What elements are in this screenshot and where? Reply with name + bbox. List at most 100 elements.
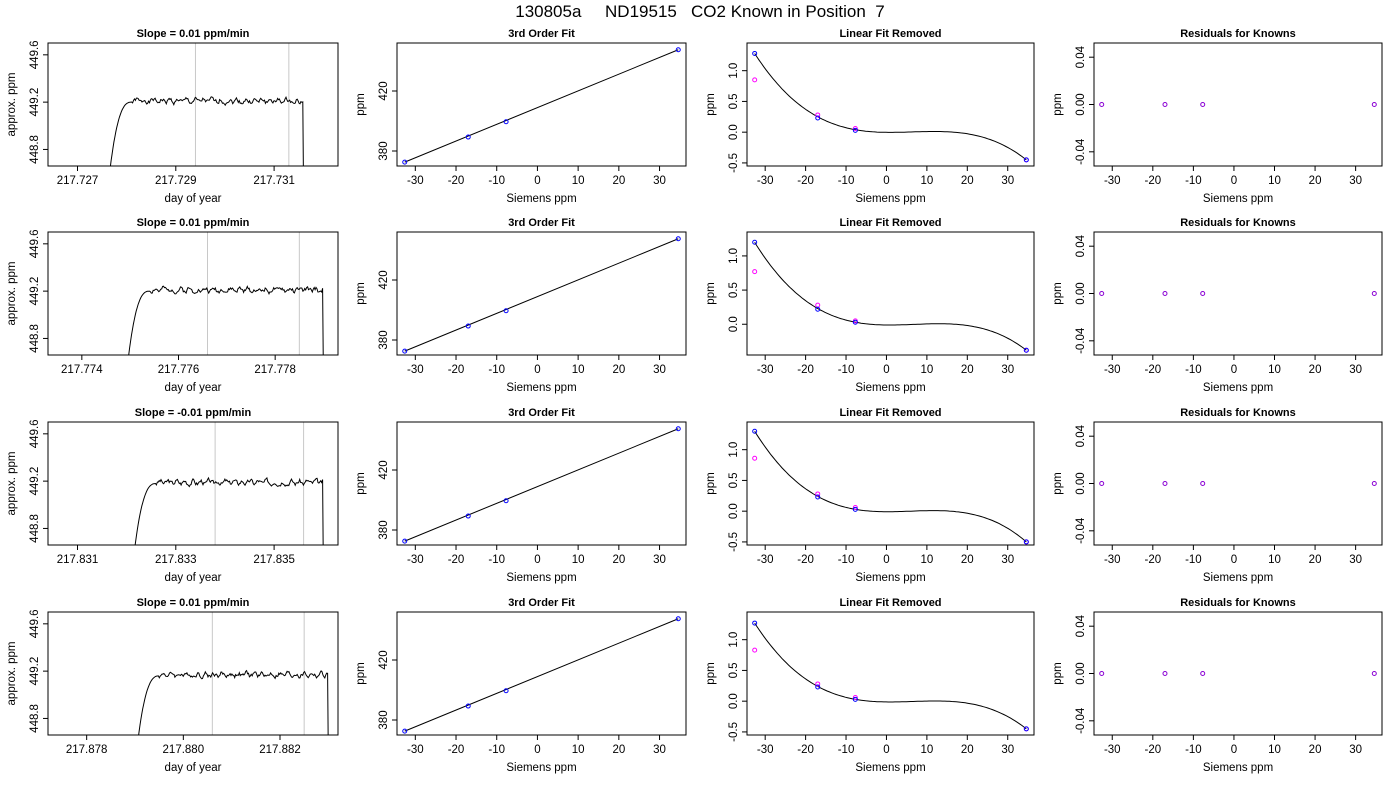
x-tick-label: -20 [1145, 744, 1162, 756]
data-point [815, 494, 821, 500]
residual-point [1200, 481, 1206, 486]
x-tick-label: 0 [534, 554, 540, 566]
x-tick-label: 0 [883, 364, 889, 376]
x-tick-label: 10 [572, 364, 585, 376]
x-tick-label: -30 [757, 175, 774, 187]
data-point [752, 50, 758, 56]
plot-area [752, 620, 1029, 732]
y-tick-label: 448.8 [29, 704, 41, 733]
x-tick-label: 0 [1231, 554, 1237, 566]
x-tick-label: 0 [534, 364, 540, 376]
chart-panel-r4-c3: Linear Fit Removed Siemens ppm ppm -30 -20 -1… [705, 597, 1035, 774]
x-tick-label: 10 [920, 175, 933, 187]
fit-point [852, 125, 858, 131]
y-tick-label: 0.00 [1075, 93, 1087, 115]
data-point [675, 616, 681, 622]
y-tick-label: 449.2 [29, 88, 41, 117]
residual-point [1371, 291, 1377, 296]
x-tick-label: 20 [961, 364, 974, 376]
plot-frame [47, 421, 339, 546]
residual-point [1371, 102, 1377, 107]
x-tick-label: -10 [838, 175, 855, 187]
x-axis-label: day of year [165, 193, 222, 205]
x-tick-label: 20 [961, 744, 974, 756]
data-point [1023, 347, 1029, 353]
y-tick-label: 380 [378, 710, 390, 729]
data-point [815, 115, 821, 121]
residual-point [1162, 291, 1168, 296]
data-point [465, 323, 471, 329]
residual-point [1162, 481, 1168, 486]
x-tick-label: -30 [1104, 364, 1121, 376]
x-tick-label: -10 [488, 364, 505, 376]
x-tick-label: 30 [1349, 364, 1362, 376]
plot-area [1099, 481, 1377, 486]
data-point [503, 119, 509, 125]
x-tick-label: 20 [612, 175, 625, 187]
plot-frame [47, 231, 339, 356]
y-tick-label: 0.5 [728, 282, 740, 298]
cubic-fit-curve [754, 242, 1027, 351]
data-point [675, 236, 681, 242]
x-tick-label: -20 [797, 554, 814, 566]
y-tick-label: -0.5 [728, 532, 740, 552]
x-tick-label: 217.835 [253, 554, 295, 566]
residual-point [1099, 102, 1105, 107]
y-tick-label: 1.0 [728, 442, 740, 458]
x-tick-label: 217.778 [254, 364, 296, 376]
chart-panel-r4-c4: Residuals for Knowns Siemens ppm ppm -30 -20… [1052, 597, 1383, 774]
chart-title: 3rd Order Fit [508, 28, 575, 40]
x-tick-label: 217.727 [57, 175, 99, 187]
x-tick-label: -10 [838, 364, 855, 376]
x-tick-label: 20 [612, 744, 625, 756]
y-tick-label: 420 [378, 81, 390, 100]
x-tick-label: 10 [572, 744, 585, 756]
chart-panel-r2-c1: Slope = 0.01 ppm/min day of year approx. p… [6, 217, 339, 394]
plot-frame [1093, 421, 1383, 546]
x-tick-label: -30 [407, 175, 424, 187]
fit-point [815, 112, 821, 118]
data-point [852, 127, 858, 133]
plot-frame [47, 611, 339, 736]
x-axis-label: Siemens ppm [1203, 193, 1273, 205]
chart-panel-r1-c1: Slope = 0.01 ppm/min day of year approx. p… [6, 28, 339, 205]
plot-frame [746, 611, 1035, 736]
x-axis-label: Siemens ppm [506, 193, 576, 205]
data-point [1023, 539, 1029, 545]
y-tick-label: -0.04 [1075, 138, 1087, 165]
residual-point [1162, 102, 1168, 107]
x-axis-label: day of year [165, 572, 222, 584]
y-tick-label: 0.0 [728, 503, 740, 519]
y-tick-label: -0.04 [1075, 707, 1087, 734]
data-point [465, 703, 471, 709]
y-tick-label: 380 [378, 141, 390, 160]
y-axis-label: ppm [355, 282, 367, 304]
x-tick-label: 30 [1001, 364, 1014, 376]
chart-panel-r2-c3: Linear Fit Removed Siemens ppm ppm -30 -20 -1… [705, 217, 1035, 394]
plot-frame [1093, 42, 1383, 167]
y-tick-label: 449.6 [29, 419, 41, 448]
x-tick-label: 30 [1001, 744, 1014, 756]
x-tick-label: -20 [1145, 175, 1162, 187]
x-tick-label: -10 [1185, 175, 1202, 187]
fit-point [815, 302, 821, 308]
y-tick-label: 0.04 [1075, 234, 1087, 257]
y-tick-label: 1.0 [728, 63, 740, 79]
fit-point [752, 269, 758, 275]
data-point [402, 348, 408, 354]
y-axis-label: ppm [1052, 93, 1064, 115]
chart-title: 3rd Order Fit [508, 217, 575, 229]
x-tick-label: 0 [1231, 364, 1237, 376]
x-tick-label: 10 [1268, 554, 1281, 566]
cubic-fit-curve [754, 622, 1027, 730]
y-tick-label: 0.0 [728, 316, 740, 332]
y-tick-label: 448.8 [29, 324, 41, 353]
data-point [852, 506, 858, 512]
plot-area [402, 426, 681, 544]
x-tick-label: 217.776 [158, 364, 200, 376]
x-tick-label: 20 [1309, 175, 1322, 187]
x-tick-label: -30 [1104, 175, 1121, 187]
x-tick-label: 30 [1349, 744, 1362, 756]
chart-title: Slope = 0.01 ppm/min [137, 28, 250, 40]
plot-frame [396, 421, 687, 546]
